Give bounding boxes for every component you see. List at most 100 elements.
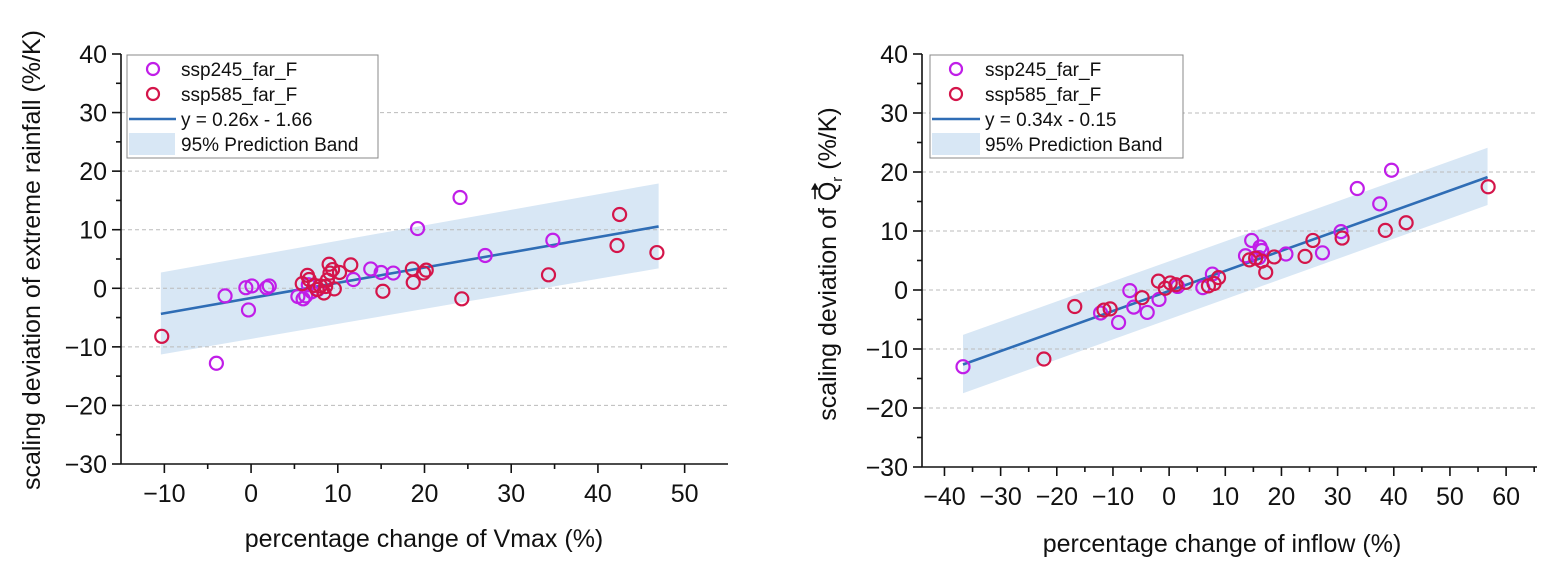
y-tick-label: 0: [93, 275, 107, 303]
data-point: [1372, 196, 1388, 212]
data-point: [154, 328, 170, 344]
vector-arrow-head: [811, 182, 819, 190]
data-point: [1383, 162, 1400, 178]
data-point: [454, 291, 470, 307]
y-tick-label: 20: [880, 159, 908, 187]
scatter-points: [154, 189, 665, 371]
data-point: [1314, 245, 1331, 261]
x-tick-label: −10: [143, 480, 185, 508]
data-point: [324, 261, 341, 278]
y-axis-title-prefix: scaling deviation of: [814, 201, 842, 421]
legend-label-band: 95% Prediction Band: [985, 135, 1162, 156]
x-tick-label: 30: [497, 480, 525, 508]
legend-label-ssp585: ssp585_far_F: [181, 85, 297, 106]
y-tick-label: −10: [65, 334, 107, 362]
data-point: [1480, 179, 1496, 195]
x-tick-label: −10: [1092, 483, 1134, 511]
y-tick-label: −30: [65, 451, 107, 479]
fit-line-layer: [160, 225, 659, 316]
legend-label-ssp245: ssp245_far_F: [181, 60, 297, 81]
data-point: [1126, 299, 1142, 315]
gridlines: [922, 112, 1537, 409]
fit-line-layer: [962, 175, 1489, 366]
data-point: [955, 359, 971, 375]
y-tick-label: 0: [894, 277, 908, 305]
y-axis-title: scaling deviation of Qr (%/K): [811, 107, 846, 421]
data-point: [1258, 264, 1274, 280]
data-point: [322, 265, 338, 281]
legend-marker-ssp585: [948, 86, 964, 102]
data-point: [326, 281, 342, 297]
data-point: [244, 278, 260, 294]
left-panel: −10 0 10 20 30 40 50 −30 −20 −10 0 10 20 30 40 percent…: [18, 30, 728, 553]
data-point: [1349, 180, 1365, 197]
y-tick-label: 40: [79, 41, 107, 69]
y-tick-label: 40: [880, 41, 908, 69]
data-point: [1178, 274, 1194, 290]
data-point: [261, 278, 277, 294]
data-point: [477, 247, 493, 264]
x-tick-label: −20: [1036, 483, 1078, 511]
data-point: [1102, 301, 1118, 317]
data-point: [1297, 248, 1313, 264]
data-point: [1134, 290, 1150, 306]
x-tick-label: 20: [1268, 483, 1296, 511]
x-tick-label: 30: [1324, 483, 1352, 511]
legend: ssp245_far_F ssp585_far_F y = 0.26x - 1.…: [126, 54, 379, 159]
x-tick-label: 20: [411, 480, 439, 508]
data-point: [208, 355, 224, 371]
data-point: [1210, 270, 1227, 286]
ticks: −10 0 10 20 30 40 50 −30 −20 −10 0 10 20 30 40: [65, 41, 699, 508]
data-point: [545, 232, 561, 248]
data-point: [259, 280, 275, 296]
scatter-points: [955, 162, 1496, 375]
vector-arrow-icon: [811, 182, 819, 200]
data-point: [612, 206, 628, 223]
x-axis-title: percentage change of Vmax (%): [245, 525, 604, 553]
legend: ssp245_far_F ssp585_far_F y = 0.34x - 0.…: [929, 54, 1184, 159]
data-point: [418, 262, 434, 278]
y-axis-title-suffix: (%/K): [814, 107, 842, 176]
legend-band-swatch: [932, 133, 980, 155]
data-point: [240, 302, 257, 318]
y-axis-title: scaling deviation of extreme rainfall (%…: [18, 30, 46, 490]
data-point: [409, 220, 426, 237]
legend-marker-ssp245: [145, 61, 161, 77]
data-point: [318, 278, 334, 295]
data-point: [343, 257, 359, 273]
data-point: [217, 288, 233, 304]
x-tick-label: 10: [1211, 483, 1239, 511]
x-axis-title: percentage change of inflow (%): [1043, 530, 1402, 558]
legend-label-fit: y = 0.34x - 0.15: [985, 110, 1117, 131]
data-point: [345, 271, 361, 288]
data-point: [375, 283, 391, 299]
y-tick-label: −20: [65, 392, 107, 420]
x-tick-label: 10: [324, 480, 352, 508]
legend-label-band: 95% Prediction Band: [181, 135, 358, 156]
data-point: [1093, 305, 1109, 321]
y-tick-label: −20: [866, 395, 908, 423]
regression-line: [962, 175, 1489, 366]
data-point: [540, 267, 557, 283]
y-axis-title-subscript: r: [829, 177, 846, 182]
data-point: [1334, 230, 1350, 246]
data-point: [1151, 291, 1167, 308]
y-axis-title-text: scaling deviation of Qr (%/K): [814, 107, 846, 421]
x-tick-label: 50: [671, 480, 699, 508]
x-tick-label: 50: [1436, 483, 1464, 511]
data-point: [363, 261, 379, 277]
legend-marker-ssp585: [145, 86, 161, 102]
data-point: [1139, 304, 1155, 321]
data-point: [1266, 249, 1282, 265]
y-tick-label: −30: [866, 454, 908, 482]
x-tick-label: 40: [584, 480, 612, 508]
data-point: [1168, 277, 1184, 293]
legend-label-ssp585: ssp585_far_F: [985, 85, 1101, 106]
data-point: [416, 265, 432, 281]
data-point: [1110, 314, 1127, 331]
y-tick-label: −10: [866, 336, 908, 364]
data-point: [1333, 223, 1349, 240]
data-point: [1305, 232, 1321, 249]
right-panel: −40 −30 −20 −10 0 10 20 30 40 50 60 −30 −20 −10 0 10 20 3…: [811, 41, 1537, 558]
